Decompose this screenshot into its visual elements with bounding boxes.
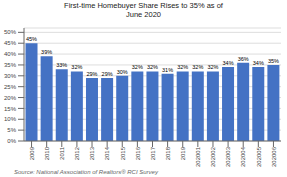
svg-text:35%: 35% [8,62,17,68]
svg-text:29%: 29% [86,71,97,77]
svg-text:15%: 15% [8,106,17,112]
svg-text:2010: 2010 [44,146,50,160]
svg-text:202006: 202006 [271,146,277,167]
svg-text:34%: 34% [223,60,234,66]
svg-text:35%: 35% [268,58,279,64]
svg-text:2011: 2011 [59,146,65,160]
svg-text:2019: 2019 [180,146,186,160]
svg-text:202003: 202003 [225,146,231,167]
svg-text:31%: 31% [162,67,173,73]
svg-text:32%: 32% [71,64,82,70]
svg-text:40%: 40% [8,51,17,57]
svg-text:30%: 30% [117,69,128,75]
svg-text:2013: 2013 [89,146,95,160]
svg-text:32%: 32% [147,64,158,70]
svg-text:36%: 36% [238,56,249,62]
svg-text:2012: 2012 [74,146,80,160]
svg-text:32%: 32% [177,64,188,70]
svg-text:2014: 2014 [104,146,110,160]
svg-text:32%: 32% [192,64,203,70]
svg-text:39%: 39% [41,49,52,55]
svg-text:45%: 45% [26,36,37,42]
svg-text:2015: 2015 [120,146,126,160]
html-text:First-time Homebuyer Share Ris: First-time Homebuyer Share Rises to 35% … [64,1,223,10]
svg-text:50%: 50% [8,29,17,35]
svg-text:2009: 2009 [29,146,35,160]
svg-text:0%: 0% [8,138,17,144]
svg-text:2017: 2017 [150,146,156,160]
svg-text:45%: 45% [8,40,17,46]
svg-text:33%: 33% [56,62,67,68]
html-text:June 2020: June 2020 [126,10,161,19]
svg-text:2018: 2018 [165,146,171,160]
svg-text:2016: 2016 [135,146,141,160]
html-text:Source: National Association o: Source: National Association of Realtors… [14,169,158,175]
svg-text:202005: 202005 [256,146,262,167]
svg-text:30%: 30% [8,73,17,79]
svg-text:34%: 34% [253,60,264,66]
svg-text:29%: 29% [102,71,113,77]
svg-text:10%: 10% [8,116,17,122]
svg-text:5%: 5% [8,127,17,133]
svg-text:25%: 25% [8,84,17,90]
svg-text:32%: 32% [132,64,143,70]
svg-text:20%: 20% [8,95,17,101]
svg-text:202002: 202002 [210,146,216,167]
svg-text:202004: 202004 [240,146,246,167]
svg-text:202001: 202001 [195,146,201,167]
svg-text:32%: 32% [207,64,218,70]
